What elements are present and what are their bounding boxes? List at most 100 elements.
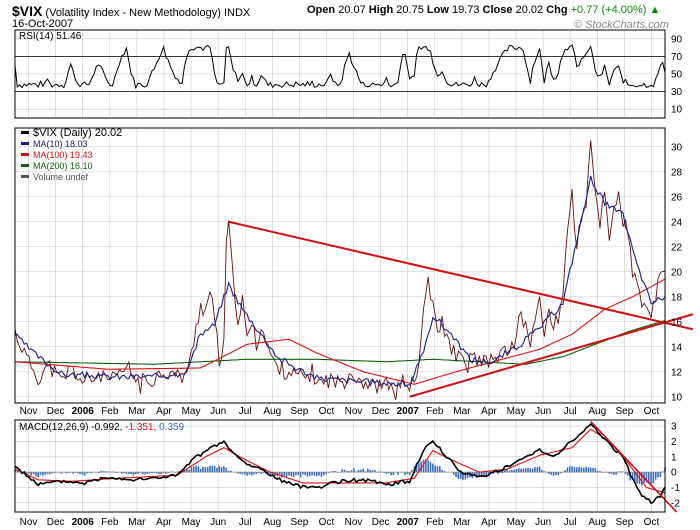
vix-price-line <box>14 140 666 400</box>
macd-histogram-bar <box>548 472 550 474</box>
macd-histogram-bar <box>39 472 42 475</box>
macd-histogram-bar <box>302 472 304 475</box>
chart-title: $VIX (Volatility Index - New Methodology… <box>12 3 250 19</box>
macd-histogram-bar <box>418 463 420 473</box>
macd-histogram-bar <box>659 472 662 478</box>
macd-x-tick-label: Dec <box>47 517 65 528</box>
macd-histogram-bar <box>16 469 19 473</box>
macd-histogram-bar <box>360 469 362 473</box>
macd-hist-value: 0.359 <box>156 422 184 433</box>
macd-x-tick-label: Mar <box>453 517 471 528</box>
macd-histogram-bar <box>624 472 627 475</box>
macd-x-tick-label: Jun <box>210 517 226 528</box>
macd-histogram-bar <box>104 471 107 473</box>
macd-histogram-bar <box>594 468 597 473</box>
macd-histogram-bar <box>322 472 325 476</box>
price-y-tick-label: 24 <box>671 217 683 228</box>
macd-histogram-bar <box>211 465 214 473</box>
macd-histogram-bar <box>571 466 573 473</box>
price-y-tick-label: 18 <box>671 292 683 303</box>
macd-legend-label: MACD(12,26,9) -0.992, <box>19 422 122 433</box>
macd-histogram-bar <box>304 472 306 476</box>
macd-histogram-bar <box>564 470 566 473</box>
macd-histogram-bar <box>559 472 562 474</box>
macd-histogram-bar <box>285 472 288 477</box>
macd-histogram-bar <box>383 472 385 474</box>
macd-histogram-bar <box>580 467 583 473</box>
price-y-tick-label: 12 <box>671 367 683 378</box>
macd-histogram-bar <box>262 472 265 474</box>
macd-histogram-bar <box>81 472 84 475</box>
price-x-tick-label: Oct <box>319 406 335 417</box>
macd-x-tick-label: Dec <box>372 517 390 528</box>
macd-histogram-bar <box>369 469 371 473</box>
trendline <box>409 313 694 398</box>
rsi-panel-frame <box>14 29 666 119</box>
macd-histogram-bar <box>520 468 522 473</box>
macd-histogram-bar <box>513 469 515 473</box>
macd-histogram-bar <box>527 467 529 473</box>
macd-histogram-bar <box>640 472 643 486</box>
macd-histogram-bar <box>44 472 46 475</box>
price-y-tick-label: 26 <box>671 192 683 203</box>
macd-x-tick-label: Apr <box>481 517 497 528</box>
macd-histogram-bar <box>288 472 290 476</box>
macd-histogram-bar <box>506 469 508 473</box>
macd-histogram-bar <box>32 472 35 475</box>
macd-histogram-bar <box>283 472 286 476</box>
macd-title: MACD(12,26,9) -0.992, -1.351, 0.359 <box>19 422 185 433</box>
macd-histogram-bar <box>346 471 348 473</box>
low-value: 19.73 <box>451 4 480 16</box>
macd-histogram-bar <box>151 472 153 474</box>
macd-histogram-bar <box>72 472 74 474</box>
macd-histogram-bar <box>582 467 585 473</box>
macd-histogram-bar <box>332 471 334 473</box>
macd-histogram-bar <box>46 472 49 474</box>
legend-swatch <box>21 142 29 145</box>
rsi-y-tick-label: 50 <box>671 70 683 81</box>
macd-histogram-bar <box>578 466 580 473</box>
macd-histogram-bar <box>134 472 137 475</box>
price-x-tick-label: Nov <box>345 406 363 417</box>
high-label: High <box>368 4 394 16</box>
legend-swatch <box>21 164 29 167</box>
macd-y-tick-label: 1 <box>671 452 677 463</box>
macd-y-tick-label: 3 <box>671 422 677 433</box>
price-x-tick-label: Feb <box>426 406 444 417</box>
macd-histogram-bar <box>436 466 439 473</box>
macd-histogram-bar <box>250 472 253 476</box>
macd-histogram-bar <box>362 468 365 473</box>
price-y-tick-label: 16 <box>671 317 683 328</box>
macd-histogram-bar <box>225 467 228 473</box>
macd-histogram-bar <box>536 467 539 473</box>
macd-x-tick-label: Oct <box>319 517 335 528</box>
macd-x-tick-label: Nov <box>345 517 363 528</box>
macd-histogram-bar <box>534 466 536 473</box>
macd-histogram-bar <box>499 472 501 473</box>
macd-histogram-bar <box>543 471 546 473</box>
macd-histogram-bar <box>636 472 638 484</box>
macd-histogram-bar <box>508 470 511 473</box>
macd-y-tick-label: 2 <box>671 437 677 448</box>
macd-histogram-bar <box>615 472 618 475</box>
chg-value: +0.77 (+4.00%) <box>570 4 647 16</box>
macd-histogram-bar <box>100 470 102 473</box>
macd-histogram-bar <box>371 470 374 473</box>
macd-histogram-bar <box>320 472 323 477</box>
macd-histogram-bar <box>434 465 436 473</box>
price-y-tick-label: 20 <box>671 267 683 278</box>
macd-histogram-bar <box>599 471 601 473</box>
price-y-tick-label: 10 <box>671 392 683 403</box>
macd-histogram-bar <box>569 466 571 473</box>
macd-histogram-bar <box>613 472 615 475</box>
macd-histogram-bar <box>432 463 434 473</box>
macd-histogram-bar <box>146 472 149 475</box>
macd-histogram-bar <box>483 472 485 477</box>
macd-histogram-bar <box>67 472 70 474</box>
macd-histogram-bar <box>510 470 513 473</box>
price-x-tick-label: Aug <box>263 406 281 417</box>
macd-histogram-bar <box>290 472 293 477</box>
macd-histogram-bar <box>443 471 446 473</box>
macd-histogram-bar <box>227 470 230 473</box>
